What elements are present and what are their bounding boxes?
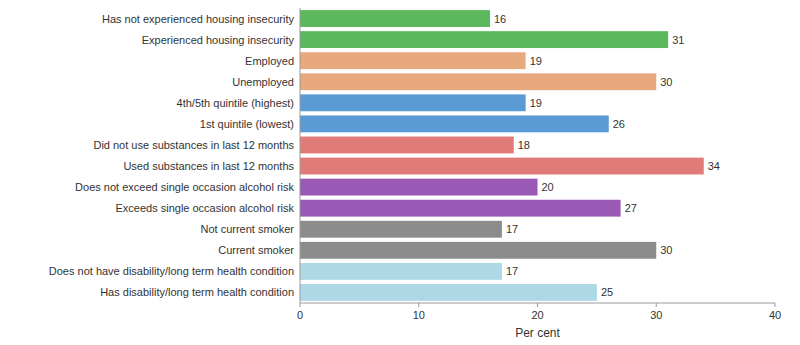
y-tick-label: 1st quintile (lowest)	[200, 118, 294, 130]
x-tick	[418, 303, 419, 307]
y-tick-label: Does not have disability/long term healt…	[49, 265, 294, 277]
data-label: 34	[708, 160, 720, 172]
chart-container: 16 31 19 30 19 26 18 34 20 27 17 30 17 25 Has not expe…	[0, 0, 800, 345]
y-tick-label: Exceeds single occasion alcohol risk	[115, 202, 294, 214]
bar	[300, 52, 526, 69]
x-tick-label: 20	[531, 309, 543, 321]
data-label: 30	[660, 244, 672, 256]
y-axis-line	[300, 8, 301, 303]
y-tick-label: 4th/5th quintile (highest)	[177, 97, 294, 109]
x-tick-label: 0	[297, 309, 303, 321]
data-label: 25	[601, 286, 613, 298]
bar	[300, 94, 526, 111]
data-label: 17	[506, 265, 518, 277]
bar	[300, 137, 514, 154]
data-labels: 16 31 19 30 19 26 18 34 20 27 17 30 17 25	[494, 13, 720, 299]
bar	[300, 263, 502, 280]
y-tick-label: Has disability/long term health conditio…	[100, 286, 294, 298]
data-label: 19	[530, 55, 542, 67]
x-ticks: 0 10 20 30 40	[297, 303, 781, 321]
bar	[300, 221, 502, 238]
bar	[300, 10, 490, 27]
axes	[300, 8, 775, 303]
x-tick	[775, 303, 776, 307]
bar	[300, 242, 656, 259]
data-label: 16	[494, 13, 506, 25]
y-tick-label: Does not exceed single occasion alcohol …	[75, 181, 294, 193]
data-label: 31	[672, 34, 684, 46]
y-tick-label: Used substances in last 12 months	[123, 160, 294, 172]
bar	[300, 73, 656, 90]
chart-svg: 16 31 19 30 19 26 18 34 20 27 17 30 17 25 Has not expe…	[0, 0, 800, 345]
bar	[300, 284, 597, 301]
y-tick-label: Unemployed	[232, 76, 294, 88]
y-tick-label: Experienced housing insecurity	[142, 34, 295, 46]
data-label: 19	[530, 97, 542, 109]
y-tick-label: Did not use substances in last 12 months	[93, 139, 294, 151]
y-tick-labels: Has not experienced housing insecurity Ex…	[49, 13, 295, 299]
y-tick-label: Not current smoker	[200, 223, 294, 235]
y-tick-label: Has not experienced housing insecurity	[102, 13, 295, 25]
bar	[300, 200, 621, 217]
x-axis-label: Per cent	[515, 326, 560, 340]
data-label: 26	[613, 118, 625, 130]
x-tick	[537, 303, 538, 307]
bar	[300, 158, 704, 175]
bar	[300, 179, 538, 196]
bars	[300, 10, 704, 301]
x-tick-label: 40	[769, 309, 781, 321]
x-tick-label: 30	[650, 309, 662, 321]
data-label: 18	[518, 139, 530, 151]
x-tick-label: 10	[413, 309, 425, 321]
data-label: 20	[542, 181, 554, 193]
data-label: 27	[625, 202, 637, 214]
y-tick-label: Current smoker	[218, 244, 294, 256]
bar	[300, 115, 609, 132]
data-label: 30	[660, 76, 672, 88]
x-tick	[656, 303, 657, 307]
y-tick-label: Employed	[245, 55, 294, 67]
x-tick	[300, 303, 301, 307]
data-label: 17	[506, 223, 518, 235]
bar	[300, 31, 668, 48]
